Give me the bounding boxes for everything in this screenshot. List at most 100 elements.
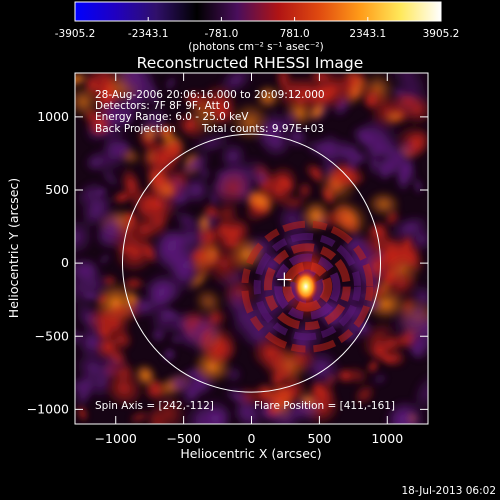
texture-blob xyxy=(183,114,197,134)
texture-blob xyxy=(261,345,295,383)
texture-blob xyxy=(251,381,278,408)
texture-blob xyxy=(342,365,370,386)
texture-blob xyxy=(82,106,100,125)
texture-blob xyxy=(259,124,294,159)
texture-blob xyxy=(181,90,205,106)
texture-blob xyxy=(193,287,224,317)
texture-blob xyxy=(295,90,305,108)
annotation-time-range: 28-Aug-2006 20:06:16.000 to 20:09:12.000 xyxy=(95,89,325,101)
y-tick-label: 1000 xyxy=(37,109,69,124)
intensity-ring xyxy=(282,261,333,312)
flare-source xyxy=(293,270,318,303)
texture-blob xyxy=(222,238,242,249)
colorbar-tick-label: 3905.2 xyxy=(423,28,460,40)
texture-blob xyxy=(117,243,136,255)
x-tick-label: −1000 xyxy=(95,431,137,446)
texture-blob xyxy=(75,403,89,423)
texture-blob xyxy=(366,358,380,375)
texture-blob xyxy=(127,409,151,424)
texture-blob xyxy=(96,207,128,251)
texture-blob xyxy=(139,123,161,144)
x-tick-label: 1000 xyxy=(371,431,403,446)
y-axis: −1000 −500 0 500 1000 xyxy=(27,109,428,416)
texture-blob xyxy=(207,410,225,424)
texture-blob xyxy=(274,73,293,94)
texture-blob xyxy=(75,376,95,400)
texture-blob xyxy=(406,308,428,350)
annotation-flare-position: Flare Position = [411,-161] xyxy=(254,400,395,412)
texture-blob xyxy=(382,108,407,126)
x-tick-label: −500 xyxy=(166,431,200,446)
texture-blob xyxy=(114,73,154,95)
colorbar-units: (photons cm⁻² s⁻¹ asec⁻²) xyxy=(188,41,323,53)
texture-blob xyxy=(111,189,134,206)
texture-blob xyxy=(358,82,388,112)
y-tick-label: −1000 xyxy=(27,401,69,416)
texture-blob xyxy=(218,141,248,172)
texture-blob xyxy=(100,131,129,175)
texture-blob xyxy=(92,365,113,400)
texture-blob xyxy=(122,210,138,224)
texture-blob xyxy=(75,217,95,257)
texture-blob xyxy=(306,101,328,123)
texture-blob xyxy=(382,268,420,300)
intensity-ring xyxy=(263,243,351,331)
colorbar-tick-label: -2343.1 xyxy=(128,28,169,40)
colorbar-tick-label: -781.0 xyxy=(204,28,238,40)
texture-blob xyxy=(309,380,327,398)
texture-blob xyxy=(375,237,412,274)
annotation-energy-range: Energy Range: 6.0 - 25.0 keV xyxy=(95,111,249,123)
texture-blob xyxy=(350,124,378,148)
footer-date: 18-Jul-2013 06:02 xyxy=(401,485,496,497)
texture-blob xyxy=(383,208,401,228)
texture-blob xyxy=(202,241,245,286)
texture-blob xyxy=(103,367,145,409)
texture-blob xyxy=(267,164,300,198)
texture-blob xyxy=(97,251,112,267)
texture-blob xyxy=(123,289,141,309)
y-tick-label: 0 xyxy=(61,255,69,270)
y-tick-label: −500 xyxy=(35,328,69,343)
texture-blob xyxy=(148,305,181,338)
texture-blob xyxy=(80,290,102,302)
chart-title: Reconstructed RHESSI Image xyxy=(137,54,364,72)
x-tick-label: 0 xyxy=(248,431,256,446)
annotation-method: Back Projection xyxy=(95,123,176,135)
texture-blob xyxy=(318,85,335,103)
colorbar-ticks: -3905.2 -2343.1 -781.0 781.0 2343.1 3905.2 xyxy=(55,17,460,40)
x-axis-label: Heliocentric X (arcsec) xyxy=(180,446,321,461)
texture-blob xyxy=(144,271,186,305)
texture-blob xyxy=(366,148,383,178)
colorbar-tick-label: -3905.2 xyxy=(55,28,96,40)
solar-limb xyxy=(122,133,381,393)
texture-blob xyxy=(200,335,238,367)
texture-blob xyxy=(83,152,106,174)
texture-blob xyxy=(403,128,428,161)
texture-blob xyxy=(223,386,253,407)
texture-blob xyxy=(213,167,253,208)
intensity-ring xyxy=(241,220,374,353)
intensity-ring xyxy=(274,253,341,320)
texture-blob xyxy=(75,73,89,88)
texture-blob xyxy=(371,372,389,386)
texture-blob xyxy=(172,257,198,283)
texture-blob xyxy=(344,156,361,174)
annotation-detectors: Detectors: 7F 8F 9F, Att 0 xyxy=(95,100,230,112)
ring-structure xyxy=(241,220,374,353)
texture-blob xyxy=(207,96,237,128)
plot-area xyxy=(75,73,428,424)
texture-blob xyxy=(286,399,310,422)
texture-blob xyxy=(331,198,370,237)
texture-blob xyxy=(376,350,398,367)
texture-blob xyxy=(254,83,281,111)
colorbar xyxy=(74,1,442,22)
texture-blob xyxy=(391,154,419,187)
texture-blob xyxy=(164,74,178,92)
texture-blob xyxy=(161,346,177,363)
texture-blob xyxy=(387,73,427,94)
texture-blob xyxy=(247,187,276,215)
colorbar-tick-label: 2343.1 xyxy=(349,28,386,40)
texture-blob xyxy=(89,124,108,136)
texture-blob xyxy=(104,111,135,129)
